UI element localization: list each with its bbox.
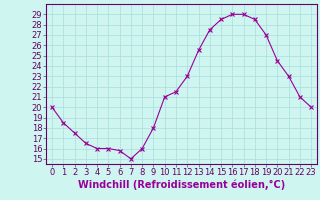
X-axis label: Windchill (Refroidissement éolien,°C): Windchill (Refroidissement éolien,°C) bbox=[78, 180, 285, 190]
